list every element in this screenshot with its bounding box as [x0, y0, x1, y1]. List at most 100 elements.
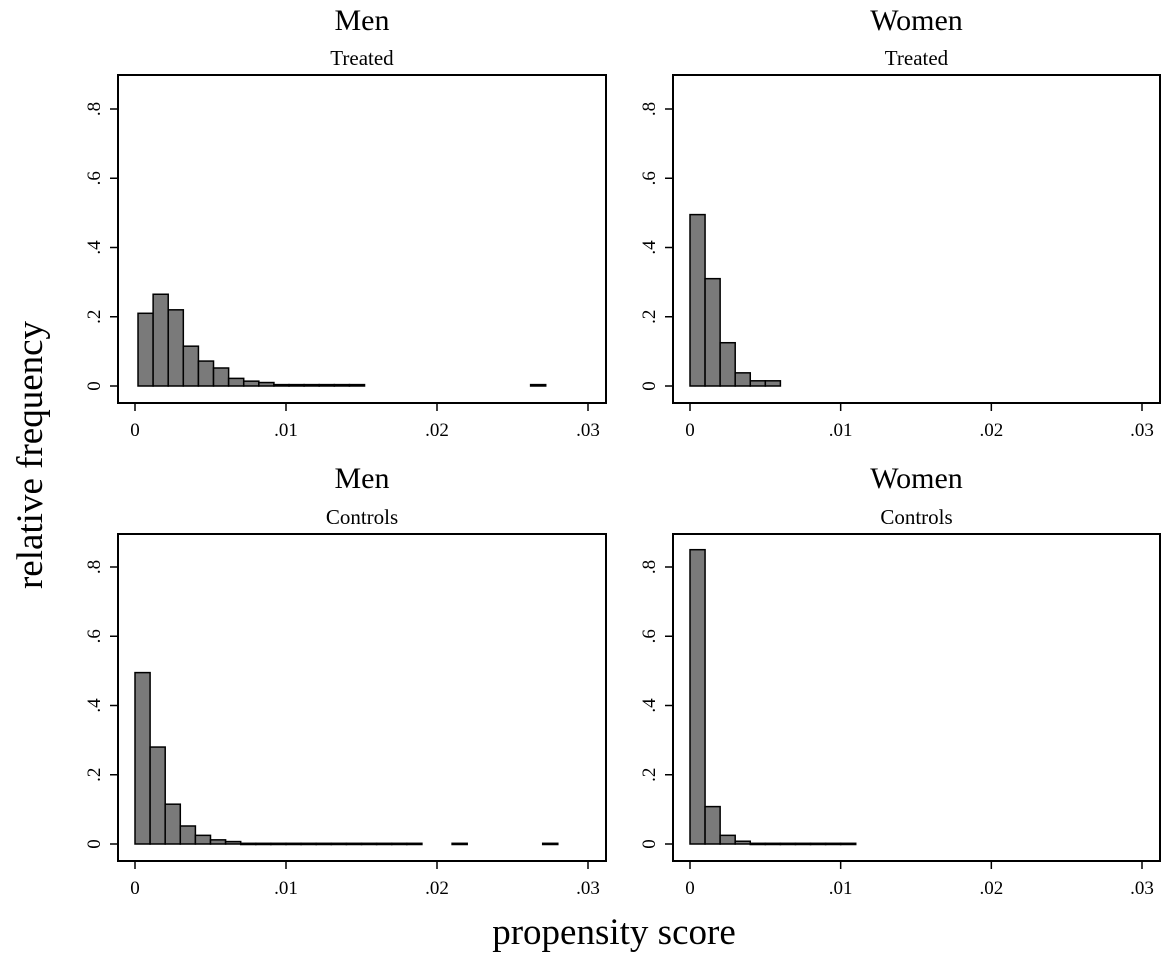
panels-group: Men Treated 0 .01 .02 .03 0 .2 .4 .6 .8 Women Treate…: [84, 4, 1161, 899]
x-tick-label: .02: [979, 878, 1003, 899]
histogram-bar: [345, 842, 363, 846]
x-tick-label: .02: [425, 878, 449, 899]
histogram-bar: [212, 367, 230, 387]
histogram-bar: [749, 380, 767, 387]
y-tick-label: .8: [639, 560, 660, 574]
histogram-bar: [197, 360, 215, 387]
histogram-bar: [406, 842, 423, 846]
x-tick-label: 0: [130, 878, 140, 899]
histogram-bar: [194, 834, 212, 845]
y-tick-label: .4: [639, 240, 660, 255]
x-tick-label: .01: [274, 878, 298, 899]
y-tick-label: 0: [639, 381, 660, 391]
x-tick-label: .03: [1130, 878, 1154, 899]
x-tick-label: .01: [829, 878, 853, 899]
histogram-bar: [719, 834, 736, 845]
panel-subtitle: Controls: [880, 505, 952, 529]
histogram-bar: [209, 839, 227, 845]
histogram-bar: [809, 842, 827, 846]
histogram-bar: [734, 840, 752, 845]
plot-frame: [672, 74, 1161, 404]
histogram-bar: [719, 341, 736, 387]
y-tick-label: .8: [639, 102, 660, 116]
histogram-bar: [273, 383, 290, 387]
panel-0: Men Treated 0 .01 .02 .03 0 .2 .4 .6 .8: [84, 4, 607, 441]
histogram-bar: [529, 383, 547, 387]
y-tick-label: .6: [84, 171, 105, 185]
histogram-bar: [704, 805, 721, 845]
global-y-axis-label: relative frequency: [10, 320, 51, 589]
histogram-bar: [689, 548, 706, 845]
histogram-bar: [375, 842, 393, 846]
panel-title: Women: [870, 462, 963, 495]
global-x-axis-label: propensity score: [492, 912, 736, 953]
histogram-bar: [318, 383, 336, 387]
histogram-bar: [300, 842, 317, 846]
histogram-bar: [734, 372, 752, 387]
y-tick-label: .6: [639, 629, 660, 643]
y-tick-label: .6: [639, 171, 660, 185]
histogram-bar: [227, 377, 245, 387]
histogram-bar: [764, 842, 782, 846]
panel-3: Women Controls 0 .01 .02 .03 0 .2 .4 .6 .8: [639, 462, 1161, 899]
x-tick-label: .02: [979, 420, 1003, 441]
histogram-bar: [824, 842, 842, 846]
panel-subtitle: Controls: [326, 505, 398, 529]
histogram-bar: [303, 383, 320, 387]
histogram-bar: [288, 383, 305, 387]
histogram-bar: [255, 842, 272, 846]
histogram-bar: [179, 825, 197, 845]
x-tick-label: 0: [685, 878, 695, 899]
panel-1: Women Treated 0 .01 .02 .03 0 .2 .4 .6 .8: [639, 4, 1161, 441]
histogram-bar: [689, 213, 706, 387]
histogram-bar: [134, 671, 151, 845]
histogram-bar: [333, 383, 351, 387]
x-tick-label: .03: [576, 420, 600, 441]
y-tick-label: 0: [84, 381, 105, 391]
histogram-bar: [704, 277, 721, 387]
histogram-bar: [839, 842, 857, 846]
histogram-bar: [794, 842, 812, 846]
x-tick-label: .01: [829, 420, 853, 441]
histogram-bar: [239, 842, 257, 846]
y-tick-label: .2: [639, 310, 660, 324]
histogram-bar: [348, 383, 366, 387]
y-tick-label: .2: [84, 310, 105, 324]
x-tick-label: .03: [1130, 420, 1154, 441]
histogram-bar: [749, 842, 767, 846]
histogram-bar: [242, 380, 260, 387]
plot-frame: [117, 533, 607, 862]
histogram-bar: [285, 842, 302, 846]
x-tick-label: .03: [576, 878, 600, 899]
y-tick-label: .4: [84, 698, 105, 713]
histogram-bar: [451, 842, 468, 846]
histogram-bar: [258, 381, 275, 387]
histogram-bar: [764, 380, 782, 387]
histogram-bar: [779, 842, 797, 846]
y-tick-label: .8: [84, 560, 105, 574]
y-tick-label: .2: [639, 768, 660, 782]
y-tick-label: 0: [639, 839, 660, 849]
x-tick-label: .02: [425, 420, 449, 441]
y-tick-label: 0: [84, 839, 105, 849]
panel-subtitle: Treated: [330, 46, 394, 70]
panel-title: Men: [335, 462, 390, 495]
histogram-bar: [164, 803, 182, 845]
plot-frame: [117, 74, 607, 404]
panel-2: Men Controls 0 .01 .02 .03 0 .2 .4 .6 .8: [84, 462, 607, 899]
panel-title: Men: [335, 4, 390, 37]
plot-frame: [672, 533, 1161, 862]
panel-title: Women: [870, 4, 963, 37]
panel-subtitle: Treated: [885, 46, 949, 70]
y-tick-label: .6: [84, 629, 105, 643]
y-tick-label: .2: [84, 768, 105, 782]
histogram-bar: [149, 746, 166, 845]
histogram-bar: [541, 842, 559, 846]
histogram-bar: [224, 840, 242, 845]
histogram-bar: [360, 842, 378, 846]
x-tick-label: .01: [274, 420, 298, 441]
histogram-bar: [330, 842, 348, 846]
histogram-bar: [182, 345, 200, 387]
y-tick-label: .8: [84, 102, 105, 116]
